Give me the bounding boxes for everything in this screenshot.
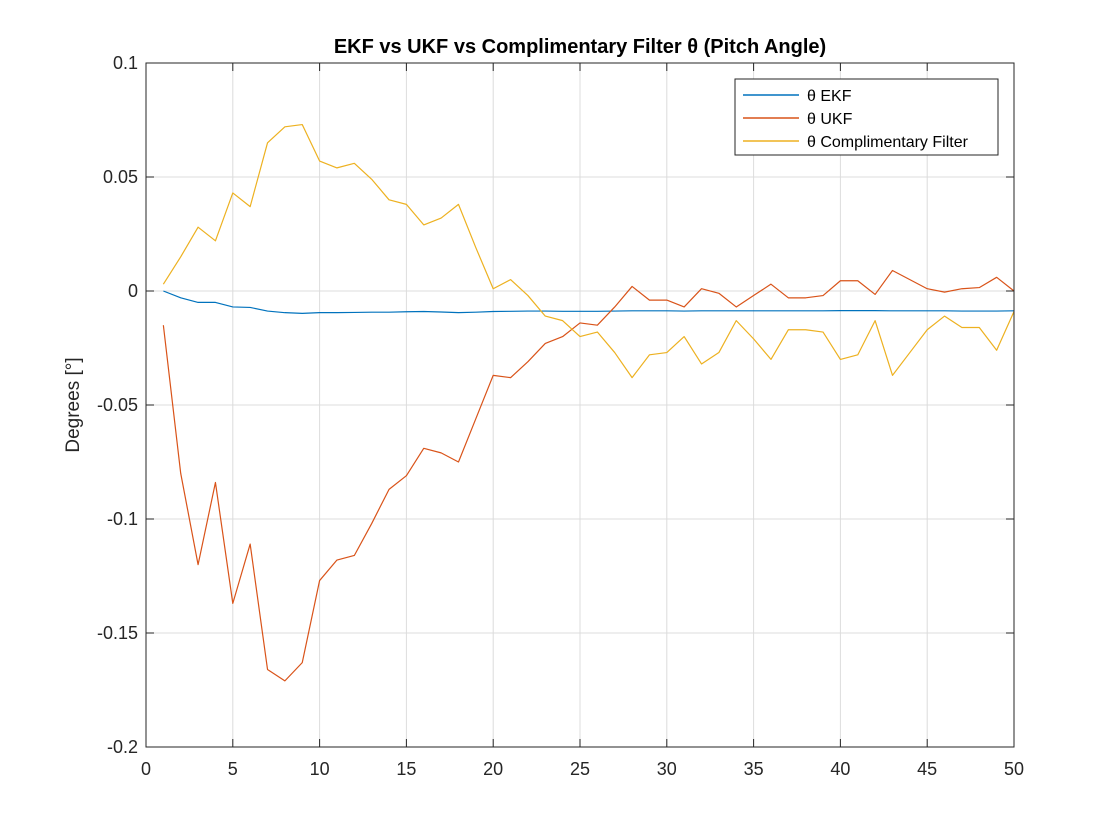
- y-tick-label: 0: [128, 281, 138, 301]
- x-tick-label: 20: [483, 759, 503, 779]
- series-line-ukf: [162, 269, 1015, 682]
- x-tick-label: 5: [228, 759, 238, 779]
- series-line-ekf: [163, 290, 1015, 314]
- x-tick-label: 50: [1004, 759, 1024, 779]
- legend-entry-label: θ EKF: [807, 88, 852, 105]
- x-tick-label: 0: [141, 759, 151, 779]
- y-tick-label: -0.05: [97, 395, 138, 415]
- x-tick-label: 35: [744, 759, 764, 779]
- chart-title: EKF vs UKF vs Complimentary Filter θ (Pi…: [334, 36, 826, 58]
- series-line-complimentary-filter: [162, 123, 1015, 379]
- x-tick-label: 10: [310, 759, 330, 779]
- y-tick-label: -0.1: [107, 509, 138, 529]
- series-layer: [162, 123, 1015, 682]
- legend-box: [734, 78, 999, 156]
- y-axis-label: Degrees [°]: [63, 357, 84, 452]
- legend-entry-label: θ Complimentary Filter: [807, 134, 969, 151]
- x-tick-label: 30: [657, 759, 677, 779]
- y-tick-label: -0.15: [97, 623, 138, 643]
- y-tick-label: 0.1: [113, 53, 138, 73]
- y-tick-label: 0.05: [103, 167, 138, 187]
- x-tick-label: 15: [396, 759, 416, 779]
- x-tick-label: 25: [570, 759, 590, 779]
- grid-lines: [146, 63, 1014, 747]
- x-tick-label: 40: [830, 759, 850, 779]
- y-tick-label: -0.2: [107, 737, 138, 757]
- x-tick-label: 45: [917, 759, 937, 779]
- axis-ticks: 0 5 10 15 20 25 30 35 40 45 50 0.1 0.05 0 -0.05 -0.1 -0.…: [97, 53, 1024, 779]
- legend-entry-label: θ UKF: [807, 111, 853, 128]
- legend: θ EKF θ UKF θ Complimentary Filter: [734, 78, 999, 156]
